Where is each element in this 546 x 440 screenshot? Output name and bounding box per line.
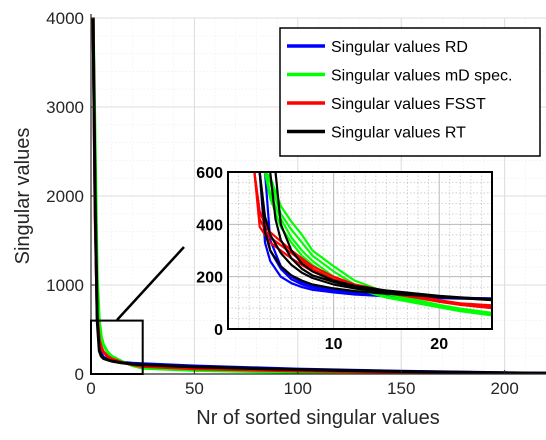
- main-x-tick-label: 50: [185, 379, 204, 398]
- legend-label-1: Singular values RD: [331, 39, 468, 56]
- zoom-indicator: [90, 246, 185, 376]
- zoom-box: [90, 319, 144, 376]
- legend-box: [279, 27, 541, 157]
- main-x-tick-label: 200: [490, 379, 518, 398]
- legend: Singular values RD Singular values mD spe…: [279, 27, 541, 157]
- inset-y-tick-label: 200: [196, 270, 223, 287]
- main-y-axis-label: Singular values: [12, 128, 34, 265]
- main-x-axis-label: Nr of sorted singular values: [196, 407, 439, 429]
- inset-series-line-6: [264, 172, 492, 314]
- main-y-tick-label: 3000: [46, 98, 84, 117]
- inset-series-group: [253, 172, 492, 317]
- main-series-group: [91, 18, 546, 374]
- main-y-tick-label: 0: [75, 365, 84, 384]
- inset-y-tick-label: 0: [214, 322, 223, 339]
- legend-label-2: Singular values mD spec.: [331, 68, 512, 85]
- inset-x-tick-label: 20: [430, 336, 448, 353]
- inset-y-tick-label: 600: [196, 165, 223, 182]
- inset-series-line-10: [253, 172, 492, 307]
- inset-plot: 0 200 400 600 10 20: [196, 165, 493, 353]
- inset-series-line-14: [274, 172, 492, 301]
- main-x-tick-label: 150: [387, 379, 415, 398]
- zoom-connector-line: [116, 246, 185, 321]
- main-x-tick-label: 100: [284, 379, 312, 398]
- main-y-tick-label: 4000: [46, 9, 84, 28]
- legend-label-4: Singular values RT: [331, 125, 466, 142]
- inset-frame: [227, 171, 493, 330]
- main-series-line-4: [91, 18, 546, 374]
- inset-x-tick-label: 10: [325, 336, 343, 353]
- main-x-tick-label: 0: [86, 379, 95, 398]
- inset-y-tick-label: 400: [196, 217, 223, 234]
- legend-label-3: Singular values FSST: [331, 96, 486, 113]
- main-y-tick-label: 2000: [46, 187, 84, 206]
- main-y-tick-label: 1000: [46, 276, 84, 295]
